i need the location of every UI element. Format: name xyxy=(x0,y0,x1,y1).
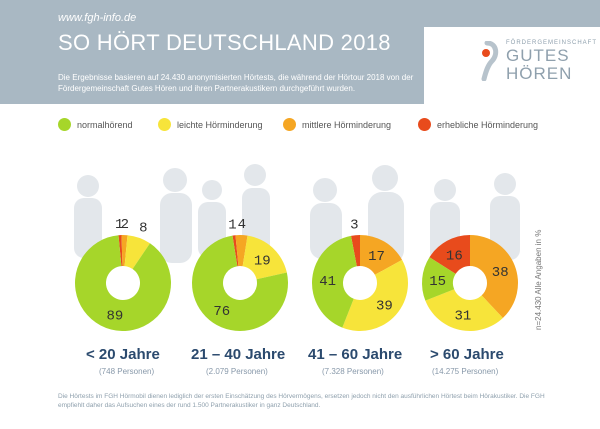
donut-slice-normalhörend xyxy=(192,235,288,331)
logo-line2: HÖREN xyxy=(506,64,573,83)
slice-value-label: 31 xyxy=(455,309,472,325)
legend-item-mittel: mittlere Hörminderung xyxy=(283,118,391,131)
header-banner: www.fgh-info.de SO HÖRT DEUTSCHLAND 2018… xyxy=(0,0,600,104)
age-group-label: > 60 Jahre xyxy=(430,346,504,363)
donut-slice-normalhörend xyxy=(75,235,172,331)
slice-value-label: 1 xyxy=(115,217,123,233)
age-group-label: < 20 Jahre xyxy=(86,346,160,363)
legend-swatch xyxy=(418,118,431,131)
slice-value-label: 15 xyxy=(429,274,446,290)
legend-item-erheblich: erhebliche Hörminderung xyxy=(418,118,538,131)
legend-item-normal: normalhörend xyxy=(58,118,133,131)
donut-slice-erhebliche-hörminderung xyxy=(118,235,123,267)
logo-line1: GUTES xyxy=(506,46,570,65)
slice-value-label: 17 xyxy=(368,249,385,265)
donut-slice-erhebliche-hörminderung xyxy=(429,235,470,274)
website-url[interactable]: www.fgh-info.de xyxy=(58,12,137,24)
slice-value-label: 89 xyxy=(107,308,124,324)
donut-slice-mittlere-hörminderung xyxy=(235,235,248,267)
legend-label: leichte Hörminderung xyxy=(177,119,263,130)
slice-value-label: 3 xyxy=(350,217,358,233)
slice-value-label: 41 xyxy=(319,274,336,290)
people-silhouettes-background xyxy=(74,164,520,264)
donut-slice-mittlere-hörminderung xyxy=(470,235,519,318)
logo-title: GUTES HÖREN xyxy=(506,47,572,83)
logo: FÖRDERGEMEINSCHAFT GUTES HÖREN xyxy=(424,27,600,104)
donut-slice-mittlere-hörminderung xyxy=(360,235,403,275)
legend-label: mittlere Hörminderung xyxy=(302,119,392,130)
legend-label: erhebliche Hörminderung xyxy=(437,119,539,130)
legend: normalhörend leichte Hörminderung mittle… xyxy=(0,118,600,134)
slice-value-label: 38 xyxy=(492,265,509,281)
page-subtitle: Die Ergebnisse basieren auf 24.430 anony… xyxy=(58,73,414,93)
slice-value-label: 8 xyxy=(139,221,147,237)
slice-value-label: 4 xyxy=(238,217,246,233)
age-group-label: 41 – 60 Jahre xyxy=(308,346,403,363)
ear-logo-icon xyxy=(481,41,499,81)
footer-disclaimer: Die Hörtests im FGH Hörmobil dienen ledi… xyxy=(58,393,545,409)
page-title: SO HÖRT DEUTSCHLAND 2018 xyxy=(58,30,391,55)
logo-subtitle: FÖRDERGEMEINSCHAFT xyxy=(506,40,598,46)
donut-slice-normalhörend xyxy=(311,235,357,328)
legend-swatch xyxy=(158,118,171,131)
donut-slice-leichte-hörminderung xyxy=(425,289,503,332)
legend-swatch xyxy=(58,118,71,131)
age-group-label: 21 – 40 Jahre xyxy=(191,346,286,363)
donut-slice-leichte-hörminderung xyxy=(124,235,150,269)
slice-value-label: 16 xyxy=(446,249,463,265)
sample-note: n=24.430 Alle Angaben in % xyxy=(534,229,543,330)
legend-swatch xyxy=(283,118,296,131)
donut-slice-erhebliche-hörminderung xyxy=(232,235,239,267)
donut-slice-leichte-hörminderung xyxy=(342,259,409,331)
slice-value-label: 2 xyxy=(121,217,129,233)
donut-slice-leichte-hörminderung xyxy=(242,235,287,280)
persons-count: (7.328 Personen) xyxy=(322,367,384,376)
slice-value-label: 1 xyxy=(228,217,236,233)
persons-count: (14.275 Personen) xyxy=(432,367,499,376)
legend-item-leicht: leichte Hörminderung xyxy=(158,118,263,131)
donut-slice-normalhörend xyxy=(422,257,456,301)
persons-count: (2.079 Personen) xyxy=(206,367,268,376)
slice-value-label: 76 xyxy=(213,304,230,320)
donut-slice-mittlere-hörminderung xyxy=(121,234,128,267)
persons-count: (748 Personen) xyxy=(99,367,155,376)
slice-value-label: 39 xyxy=(376,298,393,314)
slice-value-label: 19 xyxy=(254,253,271,269)
donut-slice-erhebliche-hörminderung xyxy=(351,235,360,267)
legend-label: normalhörend xyxy=(77,119,133,130)
